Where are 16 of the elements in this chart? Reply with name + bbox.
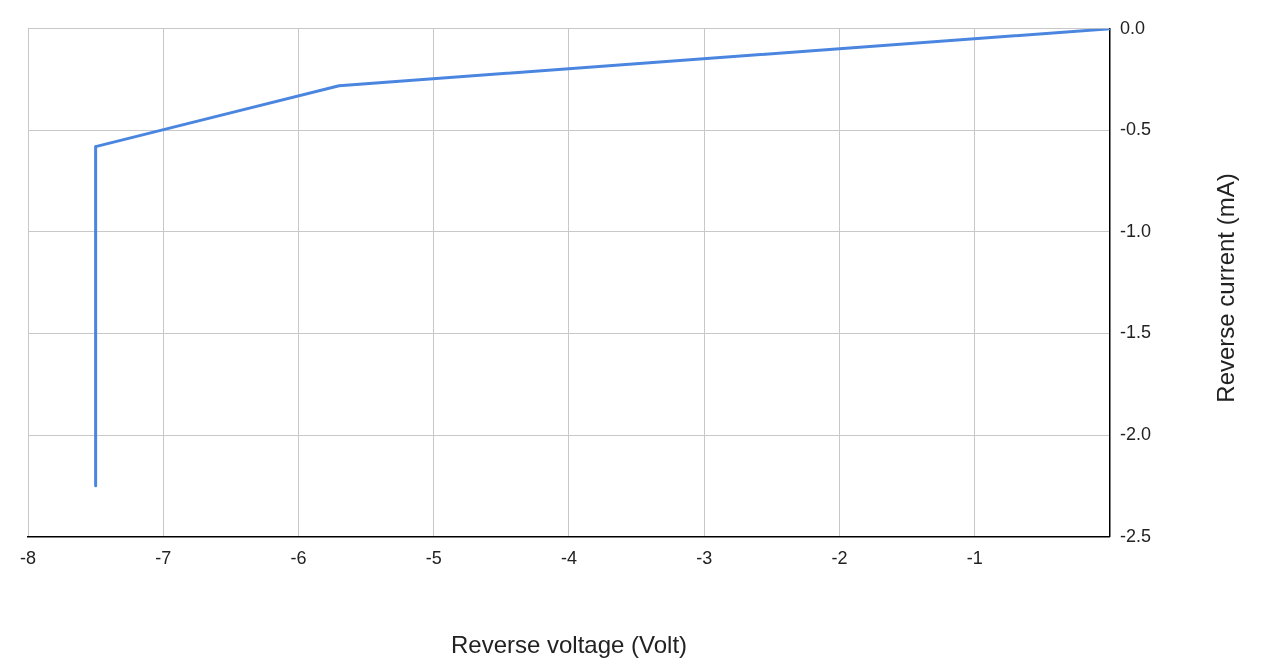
y-axis-title: Reverse current (mA) bbox=[1212, 173, 1240, 403]
x-tick-label: -6 bbox=[290, 548, 307, 569]
x-tick-label: -8 bbox=[19, 548, 37, 569]
y-tick-label: -0.5 bbox=[1119, 119, 1152, 140]
x-tick-label: -5 bbox=[425, 548, 442, 569]
x-tick-label: -2 bbox=[831, 548, 848, 569]
y-tick-label: 0.0 bbox=[1119, 17, 1146, 38]
x-tick-label: -3 bbox=[696, 548, 713, 569]
x-tick-label: -4 bbox=[560, 548, 577, 569]
y-tick-label: -2.0 bbox=[1119, 424, 1152, 445]
y-tick-label: -1.5 bbox=[1119, 322, 1152, 343]
x-tick-label: -1 bbox=[966, 548, 983, 569]
x-axis-title: Reverse voltage (Volt) bbox=[450, 631, 688, 659]
y-tick-label: -1.0 bbox=[1119, 220, 1152, 241]
x-tick-label: -7 bbox=[155, 548, 172, 569]
y-tick-label: -2.5 bbox=[1119, 525, 1152, 546]
